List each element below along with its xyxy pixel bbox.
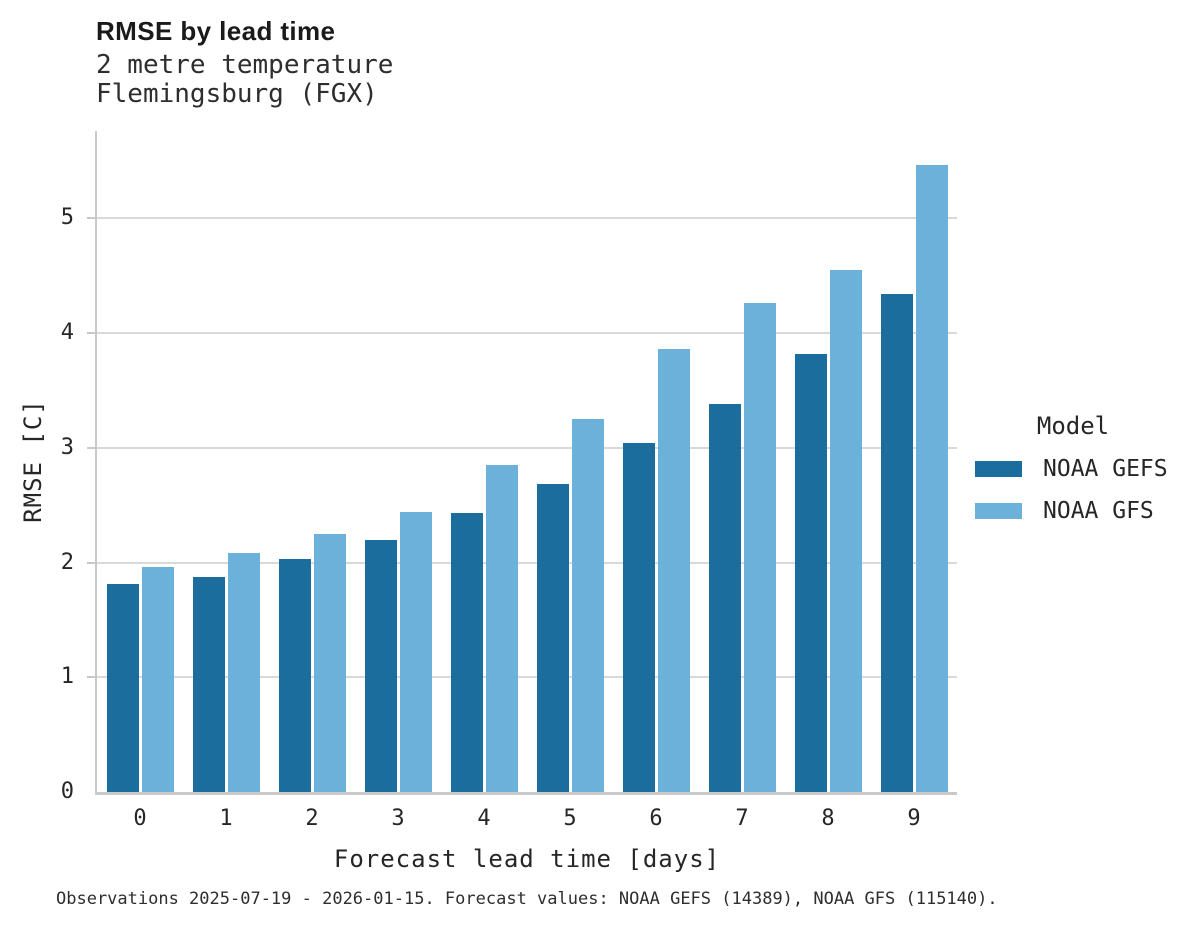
y-axis-tick-labels: 0 1 2 3 4 5 bbox=[0, 131, 74, 803]
chart-subtitle-station: Flemingsburg (FGX) bbox=[96, 79, 378, 109]
bar-noaa-gefs-day-3 bbox=[364, 539, 397, 792]
gridline-y-5 bbox=[97, 217, 957, 220]
bar-noaa-gfs-day-8 bbox=[829, 269, 862, 792]
bar-noaa-gefs-day-7 bbox=[708, 404, 741, 792]
bar-noaa-gefs-day-9 bbox=[880, 293, 913, 792]
bar-noaa-gefs-day-1 bbox=[192, 577, 225, 792]
y-tick-label-4: 4 bbox=[60, 319, 74, 345]
legend-swatch-noaa-gfs bbox=[975, 503, 1022, 519]
y-tick-mark-5 bbox=[87, 217, 95, 220]
legend-title: Model bbox=[1036, 412, 1110, 440]
legend: Model NOAA GEFS NOAA GFS bbox=[975, 412, 1185, 540]
bar-noaa-gefs-day-6 bbox=[622, 443, 655, 792]
x-tick-label-6: 6 bbox=[649, 806, 663, 831]
plot-area bbox=[87, 131, 957, 792]
bar-group-day-8 bbox=[785, 131, 871, 792]
legend-label-noaa-gfs: NOAA GFS bbox=[1043, 498, 1154, 524]
bar-noaa-gefs-day-4 bbox=[450, 513, 483, 792]
bar-noaa-gefs-day-2 bbox=[278, 559, 311, 792]
bar-noaa-gfs-day-5 bbox=[571, 419, 604, 792]
x-axis-title: Forecast lead time [days] bbox=[333, 845, 721, 873]
x-tick-label-5: 5 bbox=[563, 806, 577, 831]
legend-entry-noaa-gefs: NOAA GEFS bbox=[975, 456, 1185, 482]
x-axis-tick-labels: 0 1 2 3 4 5 6 7 8 9 bbox=[97, 806, 957, 831]
y-tick-label-3: 3 bbox=[60, 434, 74, 460]
bar-noaa-gfs-day-2 bbox=[313, 533, 346, 792]
y-tick-mark-4 bbox=[87, 331, 95, 334]
bar-group-day-2 bbox=[269, 131, 355, 792]
y-tick-mark-1 bbox=[87, 676, 95, 679]
gridline-y-3 bbox=[97, 446, 957, 449]
bar-noaa-gfs-day-1 bbox=[227, 553, 260, 792]
x-tick-label-7: 7 bbox=[735, 806, 749, 831]
legend-entry-noaa-gfs: NOAA GFS bbox=[975, 498, 1185, 524]
chart-subtitle: 2 metre temperature Flemingsburg (FGX) bbox=[96, 51, 393, 109]
x-tick-label-1: 1 bbox=[219, 806, 233, 831]
bar-noaa-gefs-day-5 bbox=[536, 484, 569, 792]
x-tick-label-3: 3 bbox=[391, 806, 405, 831]
bar-noaa-gfs-day-0 bbox=[141, 567, 174, 792]
y-axis-spine bbox=[95, 131, 97, 795]
bar-noaa-gefs-day-0 bbox=[106, 584, 139, 792]
chart-title: RMSE by lead time bbox=[96, 16, 336, 46]
legend-entries: NOAA GEFS NOAA GFS bbox=[975, 456, 1185, 524]
x-tick-label-4: 4 bbox=[477, 806, 491, 831]
legend-label-noaa-gefs: NOAA GEFS bbox=[1043, 456, 1168, 482]
legend-swatch-noaa-gefs bbox=[975, 461, 1022, 477]
bar-group-day-9 bbox=[871, 131, 957, 792]
bar-group-day-5 bbox=[527, 131, 613, 792]
y-tick-mark-2 bbox=[87, 561, 95, 564]
bar-noaa-gfs-day-3 bbox=[399, 512, 432, 792]
gridline-y-1 bbox=[97, 676, 957, 679]
x-axis-spine bbox=[95, 792, 957, 795]
bar-noaa-gfs-day-9 bbox=[915, 165, 948, 792]
x-tick-label-8: 8 bbox=[821, 806, 835, 831]
bar-group-day-3 bbox=[355, 131, 441, 792]
x-tick-label-2: 2 bbox=[305, 806, 319, 831]
bar-group-day-4 bbox=[441, 131, 527, 792]
bar-groups bbox=[97, 131, 957, 792]
x-tick-label-9: 9 bbox=[907, 806, 921, 831]
bar-noaa-gfs-day-7 bbox=[743, 303, 776, 792]
bar-noaa-gfs-day-6 bbox=[657, 349, 690, 792]
y-tick-label-1: 1 bbox=[60, 664, 74, 690]
gridline-y-2 bbox=[97, 561, 957, 564]
bar-group-day-6 bbox=[613, 131, 699, 792]
chart-subtitle-variable: 2 metre temperature bbox=[96, 50, 394, 80]
y-tick-label-5: 5 bbox=[60, 205, 74, 231]
caption: Observations 2025-07-19 - 2026-01-15. Fo… bbox=[56, 889, 998, 909]
bar-group-day-1 bbox=[183, 131, 269, 792]
bar-noaa-gefs-day-8 bbox=[794, 353, 827, 792]
gridline-y-4 bbox=[97, 331, 957, 334]
y-tick-mark-3 bbox=[87, 446, 95, 449]
y-tick-label-2: 2 bbox=[60, 549, 74, 575]
x-tick-label-0: 0 bbox=[133, 806, 147, 831]
y-tick-label-0: 0 bbox=[60, 779, 74, 804]
bar-group-day-7 bbox=[699, 131, 785, 792]
bar-noaa-gfs-day-4 bbox=[485, 464, 518, 792]
bar-group-day-0 bbox=[97, 131, 183, 792]
